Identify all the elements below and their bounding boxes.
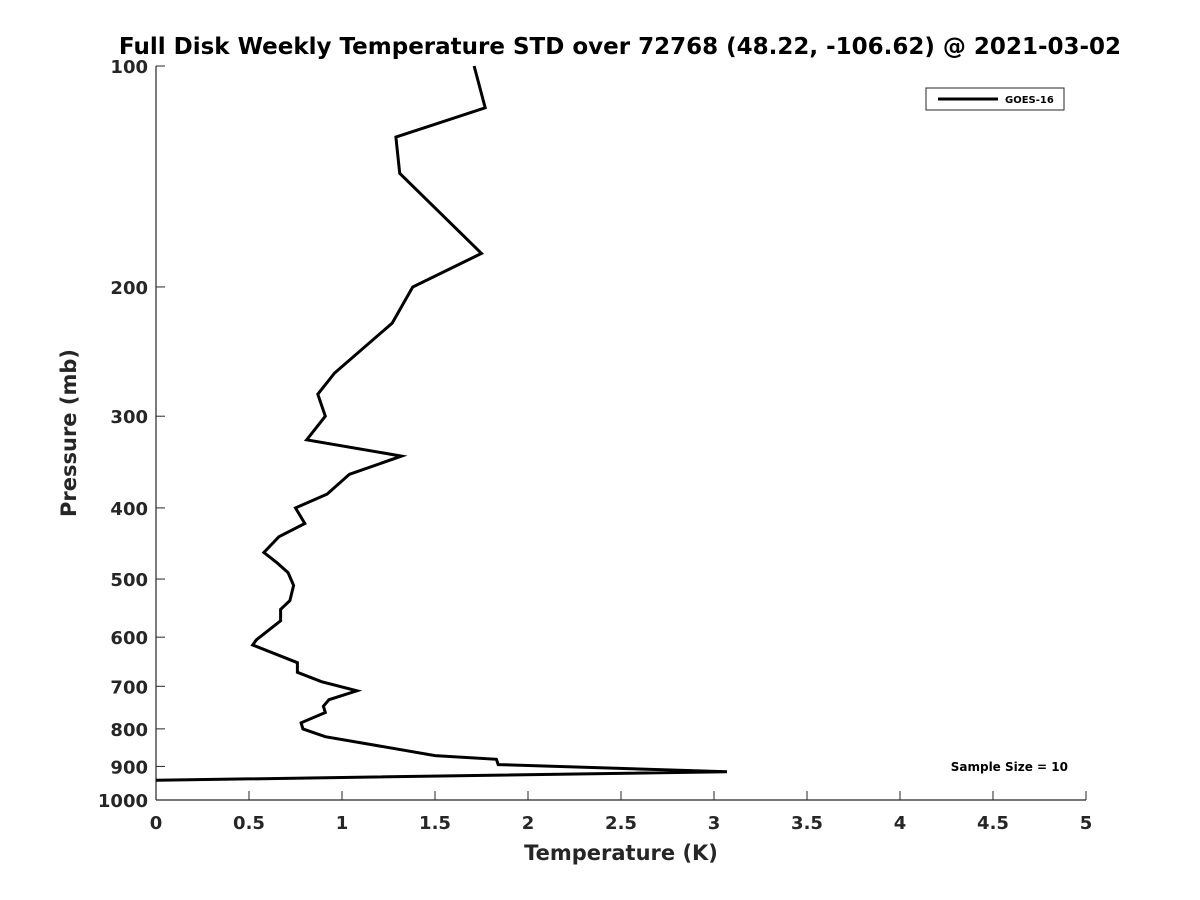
x-axis-label: Temperature (K) [524, 841, 718, 865]
x-tick-label: 3 [708, 813, 721, 834]
series-lines [155, 65, 728, 782]
y-axis-ticks: 100 200 300 400 500 600 700 800 900 1000 [98, 57, 165, 812]
x-tick-label: 0.5 [233, 813, 265, 834]
y-tick-label: 600 [110, 628, 148, 649]
x-tick-label: 1 [336, 813, 349, 834]
x-tick-label: 4.5 [977, 813, 1009, 834]
y-tick-label: 400 [110, 499, 148, 520]
y-tick-label: 1000 [98, 791, 148, 812]
x-tick-label: 4 [894, 813, 907, 834]
x-tick-label: 2 [522, 813, 535, 834]
chart-title: Full Disk Weekly Temperature STD over 72… [119, 34, 1121, 60]
y-tick-label: 300 [110, 407, 148, 428]
y-tick-label: 100 [110, 57, 148, 78]
y-tick-label: 200 [110, 278, 148, 299]
y-tick-label: 800 [110, 720, 148, 741]
y-tick-label: 700 [110, 677, 148, 698]
legend-label-goes-16: GOES-16 [1005, 95, 1054, 106]
legend: GOES-16 [925, 87, 1065, 111]
x-axis-ticks: 0 0.5 1 1.5 2 2.5 3 3.5 4 4.5 5 [150, 791, 1093, 834]
x-tick-label: 5 [1080, 813, 1093, 834]
y-tick-label: 900 [110, 757, 148, 778]
x-tick-label: 0 [150, 813, 163, 834]
y-axis-label: Pressure (mb) [57, 349, 81, 517]
x-tick-label: 3.5 [791, 813, 823, 834]
x-tick-label: 2.5 [605, 813, 637, 834]
series-line-goes-16 [155, 65, 728, 782]
x-tick-label: 1.5 [419, 813, 451, 834]
sample-size-annotation: Sample Size = 10 [951, 760, 1068, 774]
y-tick-label: 500 [110, 570, 148, 591]
